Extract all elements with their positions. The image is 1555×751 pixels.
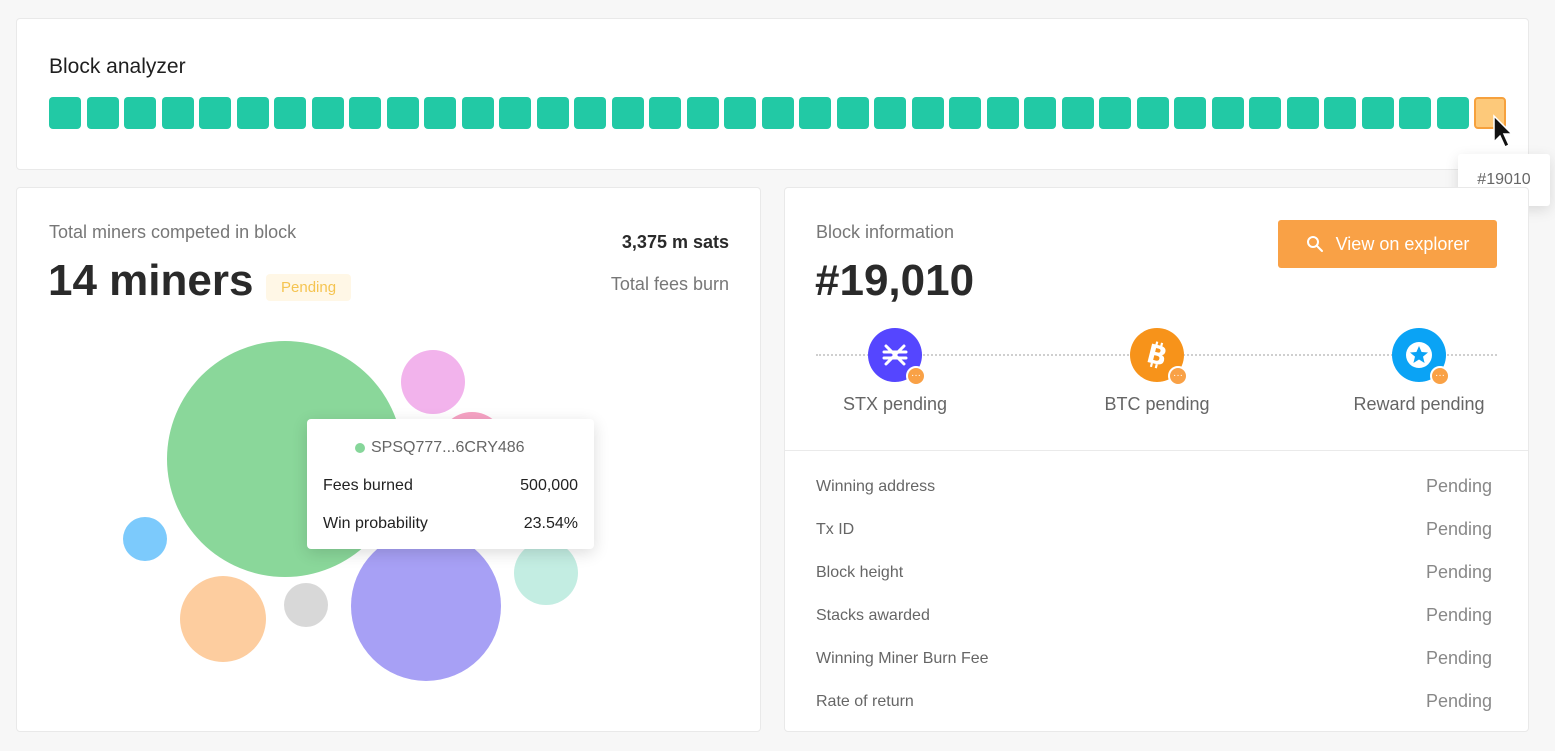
info-row-key: Winning address bbox=[816, 477, 936, 495]
block-tile[interactable] bbox=[1399, 97, 1431, 129]
total-fees-label: Total fees burn bbox=[610, 274, 729, 294]
block-tile[interactable] bbox=[874, 97, 906, 129]
bitcoin-icon: B ··· bbox=[1130, 328, 1188, 386]
info-row: Winning address Pending bbox=[816, 476, 1492, 497]
block-tile[interactable] bbox=[1436, 97, 1469, 129]
block-tile[interactable] bbox=[761, 97, 794, 129]
total-fees-value: 3,375 m sats bbox=[621, 232, 729, 252]
block-tile[interactable] bbox=[911, 97, 944, 129]
info-row: Block height Pending bbox=[816, 562, 1492, 583]
view-on-explorer-button[interactable]: View on explorer bbox=[1278, 220, 1497, 268]
miner-bubble[interactable] bbox=[514, 541, 578, 605]
reward-status: Reward pending bbox=[1353, 394, 1485, 414]
block-tile[interactable] bbox=[461, 97, 494, 129]
info-row: Rate of return Pending bbox=[816, 691, 1492, 712]
miner-bubble[interactable] bbox=[284, 583, 328, 627]
block-tile[interactable] bbox=[836, 97, 869, 129]
info-row-value: Pending bbox=[1425, 476, 1492, 496]
mouse-cursor-icon bbox=[1493, 114, 1514, 149]
block-tile[interactable] bbox=[311, 97, 344, 129]
status-badge: Pending bbox=[266, 274, 352, 301]
block-tile[interactable] bbox=[274, 97, 306, 129]
block-strip bbox=[49, 97, 1506, 129]
block-tile[interactable] bbox=[1099, 97, 1131, 129]
block-tile[interactable] bbox=[199, 97, 231, 129]
block-tile[interactable] bbox=[1174, 97, 1206, 129]
pending-dots-icon: ··· bbox=[1430, 366, 1450, 386]
miner-color-dot bbox=[355, 443, 365, 453]
btc-status: BTC pending bbox=[1104, 394, 1210, 414]
miner-tooltip: SPSQ777...6CRY486 Fees burned 500,000 Wi… bbox=[307, 419, 594, 549]
miner-bubble[interactable] bbox=[351, 531, 501, 681]
block-tile[interactable] bbox=[1324, 97, 1356, 129]
block-tile[interactable] bbox=[799, 97, 831, 129]
info-row-value: Pending bbox=[1425, 648, 1492, 668]
block-tile[interactable] bbox=[499, 97, 531, 129]
block-tile[interactable] bbox=[161, 97, 194, 129]
block-tile[interactable] bbox=[386, 97, 419, 129]
miner-bubble[interactable] bbox=[180, 576, 266, 662]
block-tile-selected[interactable] bbox=[1474, 97, 1506, 129]
fees-burned-label: Fees burned bbox=[323, 477, 413, 494]
search-icon bbox=[1306, 236, 1323, 252]
block-tile[interactable] bbox=[1286, 97, 1319, 129]
block-tile[interactable] bbox=[536, 97, 569, 129]
info-row-key: Winning Miner Burn Fee bbox=[816, 649, 989, 667]
block-tile[interactable] bbox=[1249, 97, 1281, 129]
section-divider bbox=[785, 450, 1528, 451]
win-probability-value: 23.54% bbox=[523, 515, 578, 532]
block-tile[interactable] bbox=[1061, 97, 1094, 129]
stx-status: STX pending bbox=[842, 394, 948, 414]
block-tile[interactable] bbox=[1361, 97, 1394, 129]
miners-subtitle: Total miners competed in block bbox=[49, 222, 297, 242]
block-tile[interactable] bbox=[124, 97, 156, 129]
block-info-card: Block information #19,010 View on explor… bbox=[784, 187, 1529, 732]
miners-count: 14 miners bbox=[48, 256, 254, 305]
block-tile[interactable] bbox=[574, 97, 606, 129]
block-tile[interactable] bbox=[424, 97, 456, 129]
block-tile[interactable] bbox=[949, 97, 981, 129]
fees-burned-value: 500,000 bbox=[520, 477, 578, 494]
miner-bubble[interactable] bbox=[401, 350, 465, 414]
block-tile[interactable] bbox=[1024, 97, 1056, 129]
star-icon: ··· bbox=[1392, 328, 1450, 386]
block-analyzer-card: Block analyzer bbox=[16, 18, 1529, 170]
info-row-key: Tx ID bbox=[816, 520, 855, 538]
block-analyzer-title: Block analyzer bbox=[49, 55, 186, 78]
info-row-value: Pending bbox=[1425, 605, 1492, 625]
block-tile[interactable] bbox=[611, 97, 644, 129]
info-row-key: Rate of return bbox=[816, 692, 914, 710]
info-row-key: Block height bbox=[816, 563, 904, 581]
miners-card: Total miners competed in block 14 miners… bbox=[16, 187, 761, 732]
block-info-subtitle: Block information bbox=[816, 222, 955, 242]
block-tile[interactable] bbox=[1136, 97, 1169, 129]
info-row: Stacks awarded Pending bbox=[816, 605, 1492, 626]
block-tile[interactable] bbox=[686, 97, 719, 129]
miner-address: SPSQ777...6CRY486 bbox=[371, 439, 525, 456]
block-tile[interactable] bbox=[986, 97, 1019, 129]
block-tile[interactable] bbox=[1211, 97, 1244, 129]
block-tile[interactable] bbox=[724, 97, 756, 129]
view-on-explorer-label: View on explorer bbox=[1335, 233, 1470, 254]
info-row-value: Pending bbox=[1425, 519, 1492, 539]
block-tile[interactable] bbox=[236, 97, 269, 129]
pending-dots-icon: ··· bbox=[906, 366, 926, 386]
info-row: Winning Miner Burn Fee Pending bbox=[816, 648, 1492, 669]
block-tile[interactable] bbox=[86, 97, 119, 129]
block-tile[interactable] bbox=[49, 97, 81, 129]
info-row: Tx ID Pending bbox=[816, 519, 1492, 540]
win-probability-label: Win probability bbox=[323, 515, 428, 532]
miner-bubble[interactable] bbox=[123, 517, 167, 561]
block-number: #19,010 bbox=[815, 256, 975, 305]
block-tile[interactable] bbox=[649, 97, 681, 129]
info-row-value: Pending bbox=[1425, 562, 1492, 582]
block-tile[interactable] bbox=[349, 97, 381, 129]
pending-dots-icon: ··· bbox=[1168, 366, 1188, 386]
info-row-key: Stacks awarded bbox=[816, 606, 930, 624]
stx-icon: ··· bbox=[868, 328, 926, 386]
info-row-value: Pending bbox=[1425, 691, 1492, 711]
